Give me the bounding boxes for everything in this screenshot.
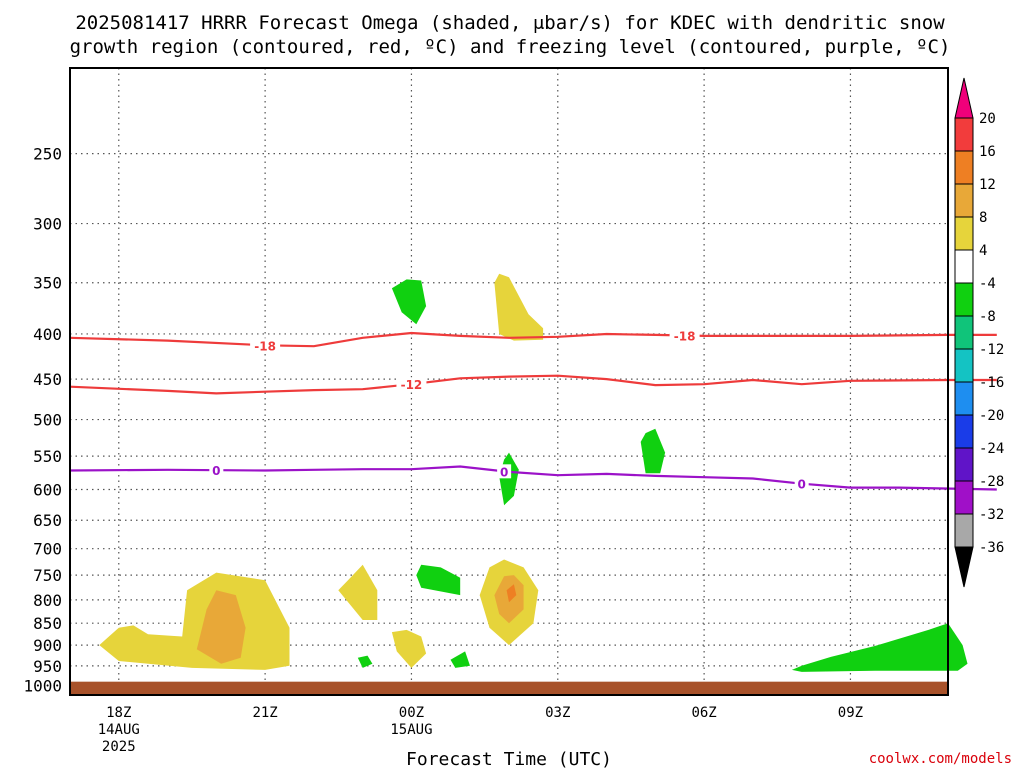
plot-frame	[69, 67, 949, 696]
colorbar-swatch	[954, 249, 974, 284]
contour-label-bg	[396, 377, 427, 392]
contour-label-bg	[794, 476, 809, 491]
x-tick-sublabel: 14AUG	[98, 722, 140, 738]
y-tick-label: 500	[33, 411, 62, 430]
y-tick-label: 300	[33, 215, 62, 234]
y-axis-tick-labels: 250 300 350 400 450 500 550 600 650 700 750 800 850 9…	[23, 145, 62, 696]
x-tick-label: 18Z	[106, 705, 131, 721]
colorbar-label: 12	[979, 177, 996, 193]
omega-region	[494, 273, 544, 341]
x-tick-label: 03Z	[545, 705, 570, 721]
colorbar-label: -36	[979, 540, 1004, 556]
colorbar-swatch	[954, 150, 974, 185]
colorbar-label: -12	[979, 342, 1004, 358]
plot-area: -18 -18 -12 0 0 0	[69, 67, 997, 696]
colorbar-swatch	[954, 381, 974, 416]
colorbar-swatch	[954, 183, 974, 218]
y-tick-label: 400	[33, 325, 62, 344]
omega-region	[357, 655, 373, 668]
colorbar-swatch	[954, 282, 974, 317]
contour-label-bg	[669, 328, 700, 343]
x-tick-label: 21Z	[252, 705, 277, 721]
colorbar-swatch	[954, 315, 974, 350]
y-tick-label: 800	[33, 591, 62, 610]
x-tick-label: 09Z	[838, 705, 863, 721]
contour-label: 0	[797, 478, 805, 492]
x-axis-title: Forecast Time (UTC)	[406, 749, 612, 768]
colorbar-label: 20	[979, 111, 996, 127]
temperature-contours: -18 -18 -12 0 0 0	[69, 328, 997, 492]
y-tick-label: 1000	[23, 677, 62, 696]
colorbar-label: 8	[979, 210, 987, 226]
colorbar-swatch	[954, 348, 974, 383]
y-tick-label: 350	[33, 274, 62, 293]
colorbar-label: -4	[979, 276, 996, 292]
contour-line	[69, 331, 997, 348]
colorbar-label: 4	[979, 243, 987, 259]
colorbar-label: 16	[979, 144, 996, 160]
title-line-1: 2025081417 HRRR Forecast Omega (shaded, …	[75, 12, 945, 34]
x-tick-sublabel: 2025	[102, 739, 136, 755]
ground-surface	[70, 681, 948, 695]
omega-region	[640, 428, 666, 474]
y-tick-label: 650	[33, 511, 62, 530]
y-tick-label: 450	[33, 370, 62, 389]
x-tick-label: 00Z	[399, 705, 424, 721]
colorbar-label: -28	[979, 474, 1004, 490]
omega-region	[196, 590, 246, 664]
y-tick-label: 900	[33, 636, 62, 655]
x-tick-sublabel: 15AUG	[390, 722, 432, 738]
contour-label-bg	[497, 464, 512, 479]
colorbar-swatch	[954, 414, 974, 449]
contour-label: -18	[254, 339, 276, 353]
colorbar-label: -8	[979, 309, 996, 325]
colorbar-label: -16	[979, 375, 1004, 391]
colorbar-swatch	[954, 513, 974, 548]
omega-region	[391, 629, 427, 668]
omega-region	[506, 584, 517, 603]
y-tick-label: 550	[33, 447, 62, 466]
y-tick-label: 750	[33, 566, 62, 585]
contour-label: 0	[500, 465, 508, 479]
x-tick-label: 06Z	[691, 705, 716, 721]
contour-label: 0	[212, 464, 220, 478]
contour-label-bg	[250, 338, 281, 353]
colorbar-swatch	[954, 480, 974, 515]
credit-text: coolwx.com/models	[869, 751, 1012, 767]
omega-region	[391, 279, 427, 325]
contour-line	[69, 374, 997, 395]
omega-shading	[99, 273, 968, 672]
y-tick-label: 600	[33, 481, 62, 500]
contour-label: -12	[401, 378, 423, 392]
y-tick-label: 250	[33, 145, 62, 164]
y-tick-label: 850	[33, 614, 62, 633]
colorbar-top-arrow	[954, 77, 974, 119]
colorbar-swatch	[954, 447, 974, 482]
title-line-2: growth region (contoured, red, ºC) and f…	[70, 36, 951, 58]
colorbar-bottom-arrow	[954, 546, 974, 588]
omega-region	[338, 564, 378, 620]
contour-line	[69, 465, 997, 491]
colorbar: 20 16 12 8 4 -4 -8 -12 -16 -20 -24 -28 -32 -36	[954, 77, 1004, 588]
colorbar-swatch	[954, 117, 974, 152]
colorbar-label: -32	[979, 507, 1004, 523]
colorbar-swatch	[954, 216, 974, 251]
omega-region	[416, 564, 461, 596]
colorbar-label: -20	[979, 408, 1004, 424]
omega-region	[791, 623, 968, 672]
omega-region	[450, 651, 470, 668]
y-tick-label: 950	[33, 657, 62, 676]
contour-label-bg	[209, 463, 224, 478]
colorbar-label: -24	[979, 441, 1004, 457]
y-tick-label: 700	[33, 540, 62, 559]
contour-label: -18	[674, 329, 696, 343]
